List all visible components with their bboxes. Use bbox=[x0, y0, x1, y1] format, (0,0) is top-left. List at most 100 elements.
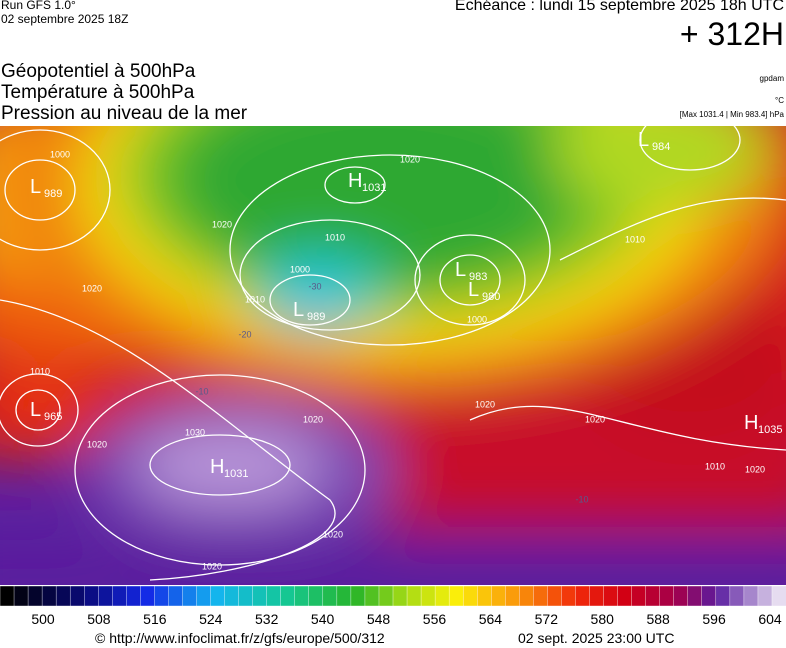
contours bbox=[0, 126, 786, 581]
colorbar-swatch bbox=[196, 585, 212, 607]
colorbar-swatch bbox=[126, 585, 142, 607]
unit: [Max 1031.4 | Min 983.4] hPa bbox=[679, 110, 784, 119]
colorbar: 500 508 516 524 532 540 548 556 564 572 580 588 596 6… bbox=[0, 585, 786, 627]
colorbar-swatch bbox=[505, 585, 521, 607]
colorbar-swatch bbox=[420, 585, 436, 607]
colorbar-label: 540 bbox=[311, 611, 335, 627]
colorbar-swatch bbox=[322, 585, 338, 607]
contour-label: 1010 bbox=[325, 232, 345, 242]
colorbar-swatch bbox=[266, 585, 282, 607]
colorbar-swatch bbox=[378, 585, 394, 607]
center-letter: H bbox=[348, 170, 362, 192]
center-letter: L bbox=[455, 259, 466, 281]
colorbar-swatch bbox=[533, 585, 549, 607]
center-letter: L bbox=[30, 176, 41, 198]
colorbar-swatch bbox=[448, 585, 464, 607]
colorbar-label: 564 bbox=[479, 611, 503, 627]
contour-label: 1010 bbox=[705, 461, 725, 471]
contour-label: 1020 bbox=[323, 529, 343, 539]
colorbar-swatch bbox=[27, 585, 43, 607]
colorbar-swatch bbox=[729, 585, 745, 607]
contour-label: 1000 bbox=[467, 314, 487, 324]
colorbar-swatch bbox=[55, 585, 71, 607]
colorbar-swatch bbox=[519, 585, 535, 607]
colorbar-swatch bbox=[477, 585, 492, 607]
contour-label: 1020 bbox=[400, 154, 420, 164]
colorbar-swatch bbox=[715, 585, 731, 607]
colorbar-swatch bbox=[98, 585, 113, 607]
center-value: 965 bbox=[44, 411, 62, 423]
colorbar-label: 588 bbox=[646, 611, 670, 627]
colorbar-swatch bbox=[561, 585, 577, 607]
center-letter: L bbox=[293, 299, 304, 321]
colorbar-label: 572 bbox=[535, 611, 559, 627]
temperature-label: -10 bbox=[575, 494, 588, 504]
colorbar-swatch bbox=[238, 585, 254, 607]
contour-label: 1030 bbox=[185, 427, 205, 437]
colorbar-label: 524 bbox=[199, 611, 223, 627]
colorbar-swatch bbox=[336, 585, 352, 607]
run: Run GFS 1.0° bbox=[1, 0, 76, 12]
colorbar-swatch bbox=[308, 585, 324, 607]
colorbar-label: 508 bbox=[87, 611, 111, 627]
temperature-label: -30 bbox=[308, 281, 321, 291]
lead-time: + 312H bbox=[679, 16, 784, 52]
unit: gpdam bbox=[759, 74, 784, 83]
colorbar-label: 604 bbox=[758, 611, 782, 627]
colorbar-swatch bbox=[406, 585, 422, 607]
center-value: 980 bbox=[482, 291, 500, 303]
center-letter: L bbox=[468, 279, 479, 301]
contour-label: 1000 bbox=[50, 149, 70, 159]
colorbar-label: 532 bbox=[255, 611, 279, 627]
center-value: 1031 bbox=[224, 468, 248, 480]
center-value: 989 bbox=[307, 311, 325, 323]
contour-label: 1020 bbox=[745, 464, 765, 474]
contour-label: 1020 bbox=[212, 219, 232, 229]
contour-label: 1020 bbox=[87, 439, 107, 449]
colorbar-swatch bbox=[224, 585, 240, 607]
colorbar-label: 548 bbox=[367, 611, 391, 627]
timestamp: 02 sept. 2025 23:00 UTC bbox=[518, 630, 675, 646]
run-date: 02 septembre 2025 18Z bbox=[1, 12, 129, 26]
colorbar-swatch bbox=[673, 585, 689, 607]
center-value: 983 bbox=[469, 271, 487, 283]
legend-line: Pression au niveau de la mer bbox=[1, 103, 248, 124]
center-letter: L bbox=[638, 129, 649, 151]
colorbar-swatch bbox=[112, 585, 128, 607]
colorbar-swatch bbox=[631, 585, 647, 607]
contour-label: 1020 bbox=[585, 414, 605, 424]
source: © http://www.infoclimat.fr/z/gfs/europe/… bbox=[95, 630, 385, 646]
temperature-label: -10 bbox=[195, 386, 208, 396]
colorbar-swatch bbox=[41, 585, 57, 607]
colorbar-swatch bbox=[13, 585, 29, 607]
field bbox=[0, 126, 786, 585]
colorbar-swatch bbox=[589, 585, 605, 607]
colorbar-swatch bbox=[434, 585, 450, 607]
center-value: 1035 bbox=[758, 424, 782, 436]
colorbar-swatch bbox=[687, 585, 703, 607]
colorbar-swatch bbox=[743, 585, 759, 607]
colorbar-swatch bbox=[659, 585, 675, 607]
colorbar-label: 556 bbox=[423, 611, 447, 627]
colorbar-swatch bbox=[350, 585, 366, 607]
contour-label: 1000 bbox=[290, 264, 310, 274]
colorbar-swatch bbox=[154, 585, 170, 607]
colorbar-label: 580 bbox=[591, 611, 615, 627]
colorbar-swatch bbox=[210, 585, 226, 607]
colorbar-swatch bbox=[575, 585, 591, 607]
colorbar-label: 596 bbox=[702, 611, 726, 627]
colorbar-swatch bbox=[462, 585, 478, 607]
contour-label: 1010 bbox=[30, 366, 50, 376]
colorbar-swatch bbox=[168, 585, 184, 607]
colorbar-swatch bbox=[84, 585, 99, 607]
contour-label: 1010 bbox=[245, 294, 265, 304]
colorbar-swatch bbox=[364, 585, 380, 607]
contour-label: 1020 bbox=[82, 283, 102, 293]
colorbar-swatch bbox=[392, 585, 408, 607]
colorbar-swatch bbox=[771, 585, 786, 607]
colorbar-swatch bbox=[0, 585, 15, 607]
contour-label: 1020 bbox=[475, 399, 495, 409]
center-value: 984 bbox=[652, 141, 670, 153]
